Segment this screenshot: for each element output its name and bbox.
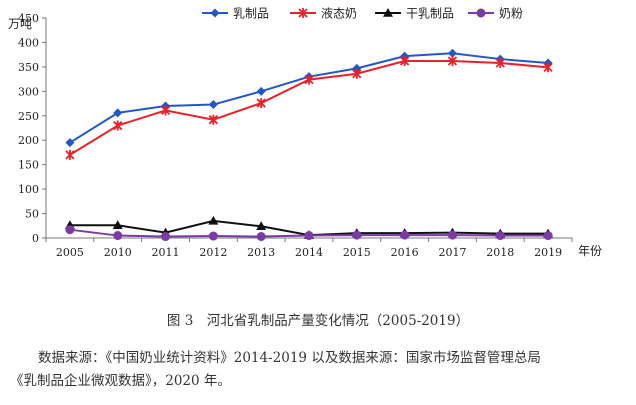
- data-point: [399, 56, 410, 67]
- data-point: [208, 215, 219, 225]
- data-point: [495, 57, 505, 68]
- data-point: [112, 220, 123, 230]
- x-tick-label: 2016: [391, 246, 419, 259]
- data-point: [113, 231, 123, 241]
- data-point: [304, 74, 314, 85]
- data-point: [208, 100, 218, 110]
- y-tick-label: 300: [18, 85, 39, 98]
- data-point: [447, 48, 457, 58]
- data-point: [208, 114, 219, 125]
- legend-marker: [476, 8, 486, 18]
- data-point: [256, 232, 266, 242]
- source-line-1: 数据来源：《中国奶业统计资料》2014-2019 以及数据来源：国家市场监督管理…: [38, 350, 541, 366]
- y-tick-label: 450: [18, 12, 39, 25]
- x-tick-label: 2018: [486, 246, 514, 259]
- data-point: [256, 98, 266, 109]
- x-tick-label: 2010: [104, 246, 132, 259]
- data-point: [161, 232, 171, 242]
- data-point: [543, 231, 553, 241]
- y-tick-label: 150: [18, 159, 39, 172]
- data-point: [543, 62, 553, 73]
- data-point: [113, 120, 123, 131]
- data-point: [400, 230, 410, 240]
- y-tick-label: 200: [18, 134, 39, 147]
- data-point: [256, 221, 267, 231]
- data-point: [495, 231, 505, 241]
- legend-marker: [298, 8, 308, 18]
- data-point: [352, 230, 362, 240]
- data-point: [113, 108, 123, 118]
- x-tick-label: 2012: [199, 246, 227, 259]
- y-tick-label: 100: [18, 183, 39, 196]
- y-tick-label: 50: [25, 208, 39, 221]
- x-tick-label: 2015: [343, 246, 371, 259]
- x-tick-label: 2017: [438, 246, 466, 259]
- data-point: [447, 230, 457, 240]
- data-source-note: 数据来源：《中国奶业统计资料》2014-2019 以及数据来源：国家市场监督管理…: [10, 347, 630, 393]
- legend-label: 液态奶: [321, 6, 357, 21]
- data-point: [65, 149, 75, 160]
- legend-label: 干乳制品: [406, 7, 454, 21]
- data-point: [447, 56, 458, 67]
- series-line-0: [69, 52, 549, 144]
- y-tick-label: 250: [18, 110, 39, 123]
- legend-label: 乳制品: [233, 7, 269, 21]
- x-tick-label: 2019: [534, 246, 562, 259]
- x-tick-label: 2005: [56, 246, 84, 259]
- data-point: [65, 138, 75, 148]
- y-axis-label: 万吨: [8, 17, 32, 31]
- figure-caption: 图 3 河北省乳制品产量变化情况（2005-2019）: [166, 313, 470, 329]
- data-point: [256, 86, 266, 96]
- data-point: [304, 231, 314, 241]
- source-line-2: 《乳制品企业微观数据》，2020 年。: [10, 373, 231, 389]
- data-point: [352, 68, 362, 79]
- data-point: [160, 105, 171, 116]
- data-point: [65, 225, 75, 235]
- y-tick-label: 400: [18, 36, 39, 49]
- x-tick-label: 2011: [152, 246, 180, 259]
- y-tick-label: 350: [18, 61, 39, 74]
- line-chart: 0 50 100 150 200 250 300 350 400 450 2005 2010 2011 2…: [8, 6, 602, 260]
- x-axis-label: 年份: [578, 244, 602, 258]
- data-point: [208, 231, 218, 241]
- y-tick-label: 0: [32, 232, 39, 245]
- x-tick-label: 2013: [247, 246, 275, 259]
- legend-marker: [383, 8, 393, 17]
- legend-label: 奶粉: [499, 7, 523, 21]
- x-tick-label: 2014: [295, 246, 323, 259]
- legend-marker: [210, 8, 220, 18]
